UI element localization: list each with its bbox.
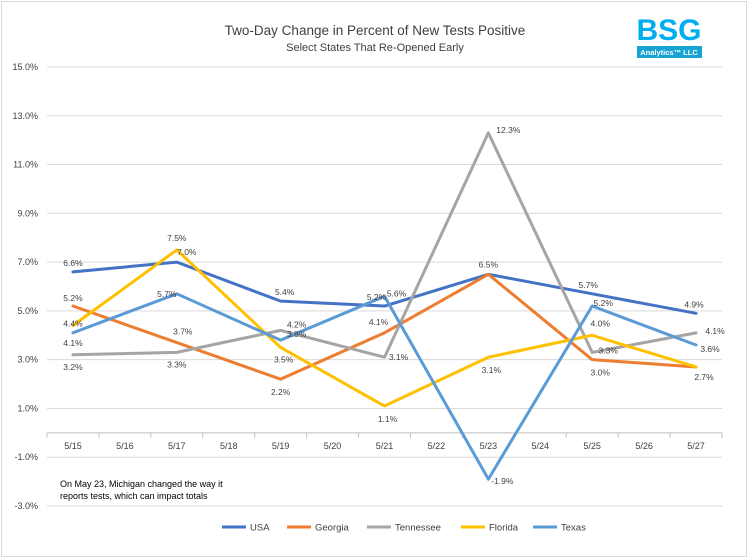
data-label-florida: 1.1% bbox=[378, 414, 398, 424]
y-tick-label: -3.0% bbox=[14, 501, 38, 511]
data-label-usa: 5.2% bbox=[367, 292, 387, 302]
x-tick-label: 5/20 bbox=[324, 441, 342, 451]
logo-text: BSG bbox=[636, 14, 701, 47]
legend-label-florida: Florida bbox=[489, 523, 519, 534]
series-line-usa bbox=[71, 260, 698, 315]
bsg-logo: BSG Analytics™ LLC bbox=[636, 14, 702, 58]
data-label-georgia: 5.2% bbox=[63, 293, 83, 303]
annotation-line-2: reports tests, which can impact totals bbox=[60, 491, 208, 501]
y-tick-label: 11.0% bbox=[13, 160, 38, 170]
x-tick-label: 5/25 bbox=[583, 441, 601, 451]
y-tick-label: 9.0% bbox=[17, 208, 38, 218]
x-tick-label: 5/23 bbox=[480, 441, 498, 451]
series-line-texas bbox=[71, 292, 698, 481]
data-label-florida: 4.0% bbox=[591, 318, 611, 328]
legend-label-texas: Texas bbox=[561, 523, 586, 534]
annotation-note: On May 23, Michigan changed the way it r… bbox=[60, 479, 223, 501]
x-tick-label: 5/17 bbox=[168, 441, 186, 451]
data-label-tennessee: 3.2% bbox=[63, 362, 83, 372]
data-label-usa: 5.4% bbox=[275, 287, 295, 297]
data-label-usa: 7.0% bbox=[177, 247, 197, 257]
x-axis: 5/15 5/16 5/17 5/18 5/19 5/20 5/21 5/22 5/23 5/24… bbox=[46, 432, 723, 451]
x-tick-label: 5/16 bbox=[116, 441, 134, 451]
data-label-florida: 2.7% bbox=[694, 372, 714, 382]
y-tick-label: -1.0% bbox=[14, 452, 38, 462]
y-tick-label: 7.0% bbox=[17, 257, 38, 267]
data-label-usa: 6.6% bbox=[63, 258, 83, 268]
data-label-florida: 4.4% bbox=[63, 319, 83, 329]
x-tick-label: 5/15 bbox=[64, 441, 82, 451]
chart-subtitle: Select States That Re-Opened Early bbox=[286, 42, 464, 54]
data-label-texas: 3.6% bbox=[700, 344, 720, 354]
data-label-texas: 5.7% bbox=[157, 289, 177, 299]
data-label-tennessee: 4.2% bbox=[287, 319, 307, 329]
data-label-tennessee: 3.1% bbox=[389, 352, 409, 362]
data-label-texas: -1.9% bbox=[491, 476, 514, 486]
data-label-florida: 3.1% bbox=[482, 365, 502, 375]
data-label-tennessee: 12.3% bbox=[496, 125, 521, 135]
data-label-usa: 6.5% bbox=[479, 259, 499, 269]
data-label-texas: 3.8% bbox=[287, 329, 307, 339]
data-label-texas: 4.1% bbox=[63, 338, 83, 348]
data-label-usa: 5.7% bbox=[579, 280, 599, 290]
x-tick-label: 5/27 bbox=[687, 441, 705, 451]
x-tick-label: 5/22 bbox=[428, 441, 446, 451]
data-label-florida: 7.5% bbox=[167, 233, 187, 243]
data-label-georgia: 4.1% bbox=[369, 317, 389, 327]
logo-bar bbox=[637, 46, 702, 58]
data-label-tennessee: 4.1% bbox=[705, 326, 725, 336]
legend-label-usa: USA bbox=[250, 523, 270, 534]
data-label-texas: 5.2% bbox=[594, 298, 614, 308]
series-lines bbox=[71, 131, 698, 481]
annotation-line-1: On May 23, Michigan changed the way it bbox=[60, 479, 223, 489]
data-label-georgia: 3.0% bbox=[591, 368, 611, 378]
series-line-georgia bbox=[71, 272, 698, 381]
data-label-georgia: 3.7% bbox=[173, 327, 193, 337]
y-tick-label: 13.0% bbox=[12, 111, 38, 121]
y-axis: 15.0% 13.0% 11.0% 9.0% 7.0% 5.0% 3.0% 1.0% -1.0%… bbox=[12, 62, 38, 511]
y-tick-label: 15.0% bbox=[12, 62, 38, 72]
y-tick-label: 1.0% bbox=[17, 403, 38, 413]
x-tick-label: 5/26 bbox=[635, 441, 653, 451]
legend-label-tennessee: Tennessee bbox=[395, 523, 441, 534]
data-label-florida: 3.5% bbox=[274, 354, 294, 364]
data-label-texas: 5.6% bbox=[387, 288, 407, 298]
x-tick-label: 5/18 bbox=[220, 441, 238, 451]
data-label-usa: 4.9% bbox=[684, 299, 704, 309]
data-label-tennessee: 3.3% bbox=[599, 345, 619, 355]
series-line-tennessee bbox=[71, 131, 698, 359]
data-label-tennessee: 3.3% bbox=[167, 359, 187, 369]
series-line-florida bbox=[71, 248, 698, 408]
x-tick-label: 5/24 bbox=[532, 441, 550, 451]
x-tick-label: 5/21 bbox=[376, 441, 394, 451]
legend: USA Georgia Tennessee Florida Texas bbox=[222, 523, 586, 534]
x-tick-label: 5/19 bbox=[272, 441, 290, 451]
legend-label-georgia: Georgia bbox=[315, 523, 350, 534]
y-tick-label: 5.0% bbox=[17, 306, 38, 316]
chart-title: Two-Day Change in Percent of New Tests P… bbox=[225, 23, 526, 38]
data-label-georgia: 2.2% bbox=[271, 387, 291, 397]
data-labels: 6.6% 7.0% 5.4% 5.2% 6.5% 5.7% 4.9% 5.2% 3.7% 2.2%… bbox=[63, 125, 725, 486]
logo-subtext: Analytics™ LLC bbox=[640, 48, 698, 57]
y-tick-label: 3.0% bbox=[17, 355, 38, 365]
